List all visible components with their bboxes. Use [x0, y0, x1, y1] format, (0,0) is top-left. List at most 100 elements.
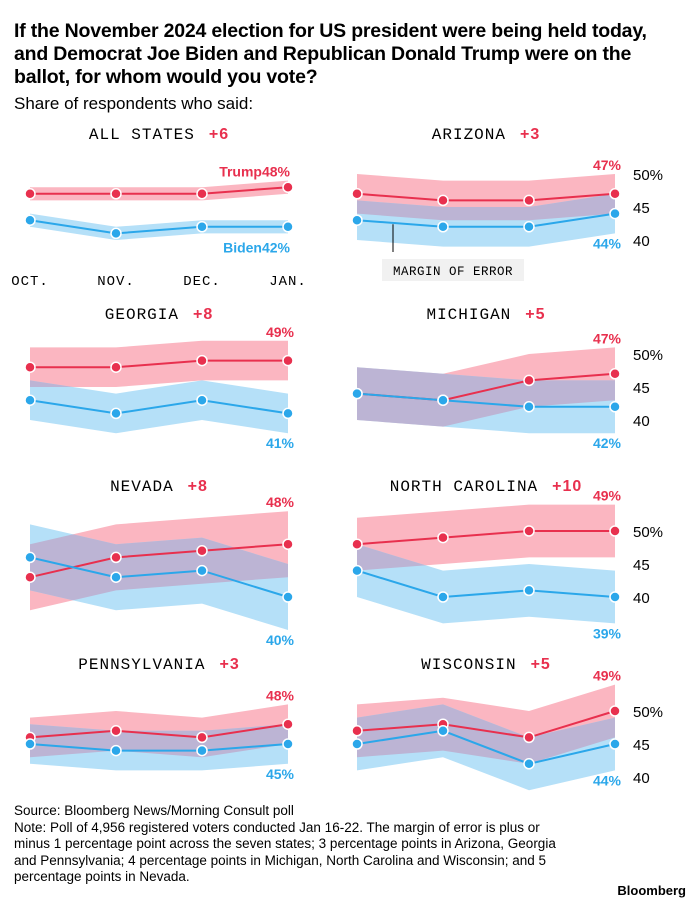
arizona-trump-point-dec: [523, 194, 535, 207]
michigan-ytick-50: 50%: [633, 347, 663, 364]
north-carolina-ytick-40: 40: [633, 590, 650, 607]
georgia-biden-end-label: 41%: [266, 435, 295, 451]
wisconsin-biden-point-oct: [351, 738, 363, 750]
arizona-biden-point-nov: [437, 221, 449, 233]
nevada-trump-point-dec: [196, 545, 208, 557]
georgia-trump-line: [30, 359, 288, 369]
arizona-biden-end-label: 44%: [593, 235, 622, 251]
nevada-lead: +8: [188, 478, 208, 495]
all-states-trump-end-label: Trump48%: [219, 164, 290, 180]
north-carolina-trump-point-oct: [351, 538, 363, 550]
arizona-trump-line: [356, 192, 616, 202]
georgia-header: GEORGIA +8: [105, 306, 213, 324]
north-carolina-ytick-50: 50%: [633, 524, 663, 541]
georgia-lead: +8: [193, 306, 213, 323]
michigan-biden-point-oct: [351, 387, 363, 400]
wisconsin-header: WISCONSIN +5: [421, 656, 551, 674]
arizona-ytick-45: 45: [633, 200, 650, 217]
arizona-lead: +3: [520, 126, 540, 143]
pennsylvania-biden-point-nov: [110, 744, 122, 757]
biden-series-name: Biden: [223, 239, 262, 255]
north-carolina-biden-line: [356, 569, 616, 599]
wisconsin-ytick-40: 40: [633, 770, 650, 787]
pennsylvania-trump-point-jan: [282, 718, 294, 730]
wisconsin-biden-line: [356, 729, 616, 765]
nevada-trump-point-nov: [110, 551, 122, 564]
north-carolina-header: NORTH CAROLINA +10: [390, 478, 583, 496]
arizona-ytick-40: 40: [633, 233, 650, 250]
nevada-biden-end-label: 40%: [266, 632, 295, 648]
all-states-trump-point-dec: [196, 188, 208, 200]
all-states-trump-margin-band: [30, 180, 288, 201]
all-states-trump-point-oct: [24, 188, 36, 200]
georgia-biden-line: [29, 399, 289, 415]
pennsylvania-biden-point-jan: [282, 738, 294, 750]
pennsylvania-lead: +3: [219, 656, 239, 673]
michigan-header: MICHIGAN +5: [426, 306, 545, 324]
all-states-header: ALL STATES +6: [89, 126, 229, 144]
arizona-header: ARIZONA +3: [432, 126, 540, 144]
arizona-biden-point-dec: [523, 221, 535, 233]
north-carolina-trump-margin-band: [357, 504, 615, 571]
nevada-name: NEVADA: [110, 478, 174, 496]
all-states-biden-line: [29, 219, 288, 235]
nevada-trump-point-jan: [282, 538, 294, 550]
wisconsin-ytick-45: 45: [633, 737, 650, 754]
all-states-biden-end-label: Biden42%: [223, 239, 290, 255]
wisconsin-trump-point-dec: [523, 731, 535, 744]
wisconsin-trump-point-oct: [351, 725, 363, 737]
pennsylvania-header: PENNSYLVANIA +3: [78, 656, 239, 674]
xtick-nov: NOV.: [97, 274, 135, 290]
xtick-oct: OCT.: [11, 274, 49, 290]
georgia-trump-end-label: 49%: [266, 324, 295, 340]
georgia-biden-point-oct: [24, 394, 36, 406]
north-carolina-ytick-45: 45: [633, 557, 650, 574]
all-states-trump-point-jan: [282, 181, 294, 193]
north-carolina-biden-point-nov: [437, 591, 449, 603]
margin-of-error-label: MARGIN OF ERROR: [393, 265, 513, 279]
all-states-biden-point-nov: [110, 227, 122, 240]
nevada-header: NEVADA +8: [110, 478, 208, 496]
north-carolina-trump-point-nov: [437, 531, 449, 544]
pennsylvania-biden-point-oct: [24, 738, 36, 750]
arizona-trump-end-label: 47%: [593, 157, 622, 173]
wisconsin-ytick-50: 50%: [633, 704, 663, 721]
pennsylvania-trump-point-dec: [196, 731, 208, 744]
biden-end-value: 42%: [262, 239, 291, 255]
arizona-band-overlap: [357, 193, 615, 221]
wisconsin-trump-line: [356, 710, 616, 739]
north-carolina-name: NORTH CAROLINA: [390, 478, 538, 496]
source-note: Source: Bloomberg News/Morning Consult p…: [14, 803, 294, 818]
wisconsin-biden-point-nov: [437, 725, 449, 737]
chart-title: If the November 2024 election for US pre…: [14, 20, 647, 88]
michigan-biden-point-nov: [437, 394, 449, 406]
all-states-trump-point-nov: [110, 188, 122, 200]
margin-of-error-label-bg: [382, 259, 524, 281]
north-carolina-lead: +10: [552, 478, 582, 495]
north-carolina-band-overlap: [357, 544, 615, 571]
north-carolina-trump-point-dec: [523, 525, 535, 537]
north-carolina-biden-point-oct: [351, 564, 363, 577]
michigan-biden-end-label: 42%: [593, 435, 622, 451]
pennsylvania-trump-end-label: 48%: [266, 687, 295, 703]
pennsylvania-trump-point-nov: [110, 725, 122, 737]
arizona-trump-point-jan: [609, 188, 621, 200]
wisconsin-biden-point-dec: [523, 758, 535, 770]
wisconsin-trump-point-jan: [609, 705, 621, 717]
pennsylvania-name: PENNSYLVANIA: [78, 656, 205, 674]
arizona-ytick-50: 50%: [633, 167, 663, 184]
north-carolina-trump-end-label: 49%: [593, 488, 622, 504]
georgia-trump-point-jan: [282, 354, 294, 367]
wisconsin-name: WISCONSIN: [421, 656, 516, 674]
arizona-trump-point-oct: [351, 188, 363, 200]
all-states-lead: +6: [209, 126, 229, 143]
georgia-biden-point-dec: [196, 394, 208, 406]
michigan-lead: +5: [525, 306, 545, 323]
nevada-biden-point-oct: [24, 551, 36, 564]
georgia-name: GEORGIA: [105, 306, 179, 324]
xtick-jan: JAN.: [269, 274, 307, 290]
michigan-trump-point-dec: [523, 374, 535, 387]
bloomberg-logo: Bloomberg: [617, 883, 686, 898]
all-states-biden-point-oct: [24, 214, 36, 226]
michigan-biden-point-dec: [523, 401, 535, 413]
